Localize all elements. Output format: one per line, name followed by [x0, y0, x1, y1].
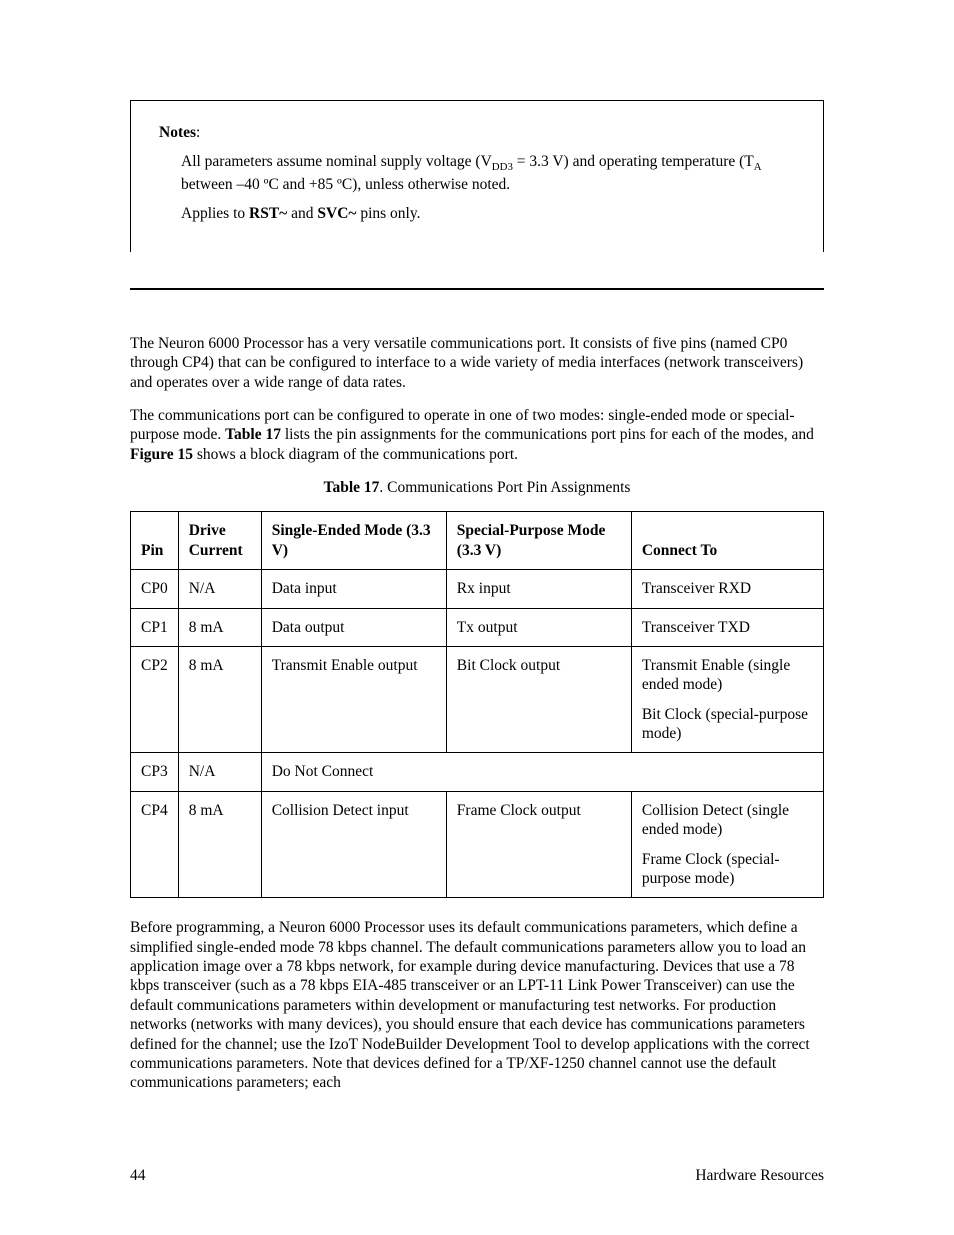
th-conn: Connect To: [631, 512, 823, 570]
notes-title: Notes:: [159, 123, 795, 142]
cell-conn: Transmit Enable (single ended mode) Bit …: [631, 646, 823, 753]
subscript: A: [754, 161, 762, 173]
bold-text: RST~: [249, 205, 287, 222]
notes-box: Notes: All parameters assume nominal sup…: [130, 100, 824, 252]
conn-line2: Bit Clock (special-purpose mode): [642, 705, 813, 744]
notes-body: All parameters assume nominal supply vol…: [159, 152, 795, 223]
cell-drive: 8 mA: [178, 791, 261, 898]
cell-se: Transmit Enable output: [261, 646, 446, 753]
cell-merged: Do Not Connect: [261, 753, 823, 791]
text: Applies to: [181, 205, 249, 222]
cell-drive: N/A: [178, 570, 261, 608]
text: shows a block diagram of the communicati…: [193, 446, 518, 463]
cell-se: Data input: [261, 570, 446, 608]
page-footer: 44 Hardware Resources: [130, 1166, 824, 1185]
cell-drive: 8 mA: [178, 646, 261, 753]
table-row: CP0 N/A Data input Rx input Transceiver …: [131, 570, 824, 608]
th-drive: Drive Current: [178, 512, 261, 570]
cell-pin: CP1: [131, 608, 179, 646]
th-pin: Pin: [131, 512, 179, 570]
th-sp-l2: (3.3 V): [457, 542, 502, 559]
section-title: Hardware Resources: [695, 1166, 824, 1185]
conn-line2: Frame Clock (special-purpose mode): [642, 850, 813, 889]
table-row: CP1 8 mA Data output Tx output Transceiv…: [131, 608, 824, 646]
th-sp: Special-Purpose Mode (3.3 V): [446, 512, 631, 570]
cell-conn: Collision Detect (single ended mode) Fra…: [631, 791, 823, 898]
cell-se: Collision Detect input: [261, 791, 446, 898]
cell-drive: N/A: [178, 753, 261, 791]
notes-title-text: Notes: [159, 124, 196, 141]
cell-pin: CP3: [131, 753, 179, 791]
table-row: CP4 8 mA Collision Detect input Frame Cl…: [131, 791, 824, 898]
cell-se: Data output: [261, 608, 446, 646]
bold-text: Figure 15: [130, 446, 193, 463]
table-row: CP2 8 mA Transmit Enable output Bit Cloc…: [131, 646, 824, 753]
cell-sp: Tx output: [446, 608, 631, 646]
table-header-row: Pin Drive Current Single-Ended Mode (3.3…: [131, 512, 824, 570]
divider: [130, 288, 824, 290]
cell-sp: Rx input: [446, 570, 631, 608]
modes-paragraph: The communications port can be configure…: [130, 406, 824, 464]
conn-line1: Transmit Enable (single ended mode): [642, 656, 813, 695]
bold-text: SVC~: [317, 205, 356, 222]
th-sp-l1: Special-Purpose Mode: [457, 522, 606, 539]
caption-bold: Table 17: [324, 479, 380, 496]
cell-sp: Bit Clock output: [446, 646, 631, 753]
text: between –40 ºC and +85 ºC), unless other…: [181, 176, 510, 193]
text: pins only.: [356, 205, 420, 222]
page-number: 44: [130, 1166, 146, 1185]
notes-para-1: All parameters assume nominal supply vol…: [159, 152, 795, 194]
cell-pin: CP4: [131, 791, 179, 898]
page: Notes: All parameters assume nominal sup…: [0, 0, 954, 1235]
cell-drive: 8 mA: [178, 608, 261, 646]
th-se: Single-Ended Mode (3.3 V): [261, 512, 446, 570]
bold-text: Table 17: [225, 426, 281, 443]
table-row: CP3 N/A Do Not Connect: [131, 753, 824, 791]
cell-conn: Transceiver TXD: [631, 608, 823, 646]
text: All parameters assume nominal supply vol…: [181, 153, 492, 170]
text: = 3.3 V) and operating temperature (T: [513, 153, 754, 170]
table-caption: Table 17. Communications Port Pin Assign…: [130, 478, 824, 497]
cell-conn: Transceiver RXD: [631, 570, 823, 608]
intro-paragraph: The Neuron 6000 Processor has a very ver…: [130, 334, 824, 392]
subscript: DD3: [492, 161, 513, 173]
text: and: [287, 205, 317, 222]
cell-pin: CP2: [131, 646, 179, 753]
text: lists the pin assignments for the commun…: [281, 426, 814, 443]
caption-text: . Communications Port Pin Assignments: [379, 479, 630, 496]
after-table-paragraph: Before programming, a Neuron 6000 Proces…: [130, 918, 824, 1092]
conn-line1: Collision Detect (single ended mode): [642, 801, 813, 840]
pin-assignments-table: Pin Drive Current Single-Ended Mode (3.3…: [130, 511, 824, 898]
notes-para-2: Applies to RST~ and SVC~ pins only.: [159, 204, 795, 223]
body-text: The Neuron 6000 Processor has a very ver…: [130, 334, 824, 1093]
cell-sp: Frame Clock output: [446, 791, 631, 898]
cell-pin: CP0: [131, 570, 179, 608]
